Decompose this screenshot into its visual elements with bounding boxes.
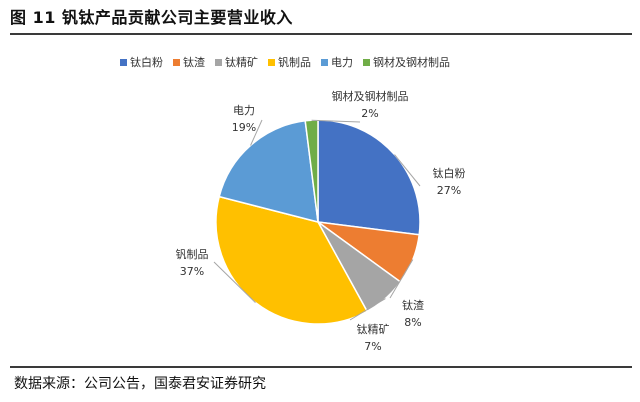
title-divider [10, 33, 632, 35]
slice-percent-label-3: 37% [180, 265, 204, 278]
legend-label-3: 钒制品 [278, 56, 311, 69]
legend-swatch-2 [215, 58, 222, 66]
slice-category-label-2: 钛精矿 [357, 322, 390, 336]
figure-title: 图 11 钒钛产品贡献公司主要营业收入 [10, 8, 293, 27]
leader-line-3 [213, 261, 256, 303]
slice-category-label-3: 钒制品 [176, 247, 209, 261]
slice-percent-label-1: 8% [404, 316, 421, 329]
slice-category-label-1: 钛渣 [402, 298, 424, 312]
legend-label-2: 钛精矿 [225, 56, 258, 69]
legend-swatch-0 [120, 58, 127, 66]
legend-label-5: 钢材及钢材制品 [373, 56, 450, 69]
legend-item-4: 电力 [321, 54, 353, 70]
legend-swatch-4 [321, 58, 328, 66]
slice-category-label-5: 钢材及钢材制品 [332, 89, 409, 103]
legend-label-4: 电力 [331, 56, 353, 69]
legend-item-3: 钒制品 [268, 54, 311, 70]
leader-line-1 [389, 259, 414, 299]
slice-percent-label-2: 7% [364, 340, 381, 353]
slice-percent-label-0: 27% [437, 184, 461, 197]
pie-slice-0 [317, 119, 421, 236]
slice-percent-label-4: 19% [232, 121, 256, 134]
legend-item-5: 钢材及钢材制品 [363, 54, 450, 70]
leader-lines [213, 119, 421, 321]
legend-label-1: 钛渣 [183, 56, 205, 69]
legend-label-0: 钛白粉 [130, 56, 163, 69]
slice-category-label-4: 电力 [233, 104, 255, 117]
pie-slices [215, 119, 421, 325]
leader-line-4 [250, 119, 263, 146]
legend-item-2: 钛精矿 [215, 54, 258, 70]
chart-legend: 钛白粉 钛渣 钛精矿 钒制品 电力 钢材及钢材制品 [120, 53, 620, 71]
leader-line-2 [349, 298, 386, 321]
slice-percent-label-5: 2% [361, 107, 378, 120]
pie-slice-4 [218, 119, 319, 224]
slice-labels: 钛白粉 27% 钛渣 8% 钛精矿 7% 钒制品 37% 电力 19% 钢材及钢材制品 2% [176, 89, 466, 353]
legend-swatch-3 [268, 58, 275, 66]
legend-swatch-5 [363, 58, 370, 66]
legend-swatch-1 [173, 58, 180, 66]
leader-line-5 [311, 119, 361, 123]
legend-item-0: 钛白粉 [120, 54, 163, 70]
legend-item-1: 钛渣 [173, 54, 205, 70]
source-note: 数据来源：公司公告，国泰君安证券研究 [14, 376, 266, 392]
slice-category-label-0: 钛白粉 [433, 166, 466, 180]
source-divider [10, 366, 632, 368]
leader-line-0 [394, 154, 421, 187]
